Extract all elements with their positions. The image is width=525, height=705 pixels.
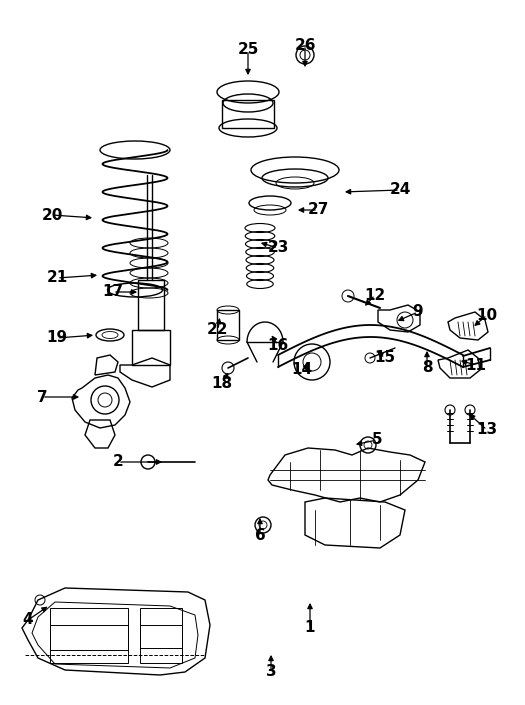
Bar — [50, 625, 128, 663]
Text: 25: 25 — [237, 42, 259, 58]
Bar — [50, 608, 128, 650]
Text: 22: 22 — [207, 322, 229, 338]
Text: 2: 2 — [113, 455, 123, 470]
Text: 8: 8 — [422, 360, 432, 376]
Text: 21: 21 — [46, 271, 68, 286]
Text: 4: 4 — [23, 613, 33, 627]
Bar — [222, 100, 274, 128]
Text: 16: 16 — [267, 338, 289, 352]
Text: 6: 6 — [255, 527, 265, 543]
Bar — [132, 330, 170, 365]
Text: 1: 1 — [304, 620, 315, 635]
Text: 5: 5 — [372, 432, 382, 448]
Text: 27: 27 — [307, 202, 329, 218]
Bar — [138, 280, 164, 330]
Text: 18: 18 — [212, 376, 233, 391]
Bar — [140, 608, 182, 648]
Text: 15: 15 — [374, 350, 395, 365]
Text: 12: 12 — [364, 288, 386, 302]
Text: 9: 9 — [413, 305, 423, 319]
Text: 17: 17 — [102, 285, 123, 300]
Text: 23: 23 — [267, 240, 289, 255]
Text: 10: 10 — [477, 307, 498, 322]
Text: 7: 7 — [37, 389, 47, 405]
Text: 3: 3 — [266, 665, 276, 680]
Text: 13: 13 — [477, 422, 498, 438]
Text: 20: 20 — [41, 207, 62, 223]
Text: 26: 26 — [294, 37, 316, 52]
Text: 19: 19 — [46, 331, 68, 345]
Text: 24: 24 — [390, 183, 411, 197]
Bar — [217, 310, 239, 340]
Bar — [140, 625, 182, 663]
Text: 14: 14 — [291, 362, 312, 377]
Text: 11: 11 — [466, 357, 487, 372]
